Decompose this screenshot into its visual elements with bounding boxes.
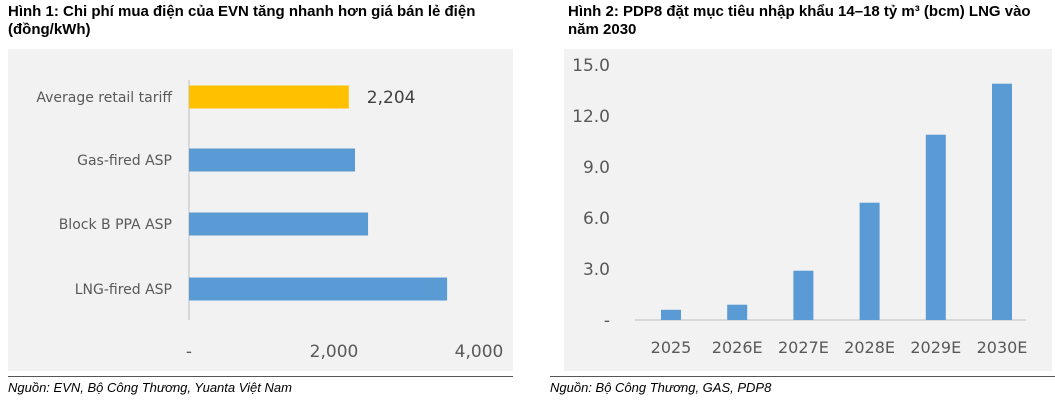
bar-2027e [793, 270, 814, 320]
y-tick-label-3: 9.0 [583, 158, 610, 178]
figure-1: Hình 1: Chi phí mua điện của EVN tăng nh… [0, 0, 522, 407]
x-tick-label-2: 4,000 [455, 342, 504, 362]
y-tick-label-5: 15.0 [572, 56, 610, 76]
x-tick-label-2025: 2025 [651, 338, 692, 357]
bar-2028e [859, 202, 880, 320]
y-tick-label-2: 6.0 [583, 209, 610, 229]
bar-2025 [661, 309, 681, 320]
figure-2-source-rule [550, 376, 1055, 377]
bar-2030e [992, 83, 1012, 320]
category-label-block-b-ppa-asp: Block B PPA ASP [59, 217, 172, 233]
figure-2: Hình 2: PDP8 đặt mục tiêu nhập khẩu 14–1… [550, 0, 1055, 407]
bar-gas-fired-asp [189, 148, 356, 172]
bar-lng-fired-asp [189, 277, 448, 301]
category-label-gas-fired-asp: Gas-fired ASP [77, 153, 172, 169]
data-label-average-retail-tariff: 2,204 [367, 88, 416, 108]
x-tick-label-2026e: 2026E [712, 338, 763, 357]
x-tick-label-2027e: 2027E [778, 338, 829, 357]
figure-1-source: Nguồn: EVN, Bộ Công Thương, Yuanta Việt … [8, 380, 292, 395]
x-tick-label-2028e: 2028E [844, 338, 895, 357]
category-label-average-retail-tariff: Average retail tariff [36, 90, 172, 106]
bar-average-retail-tariff [189, 85, 349, 109]
x-tick-label-2030e: 2030E [977, 338, 1028, 357]
figure-1-title: Hình 1: Chi phí mua điện của EVN tăng nh… [8, 3, 476, 38]
figure-1-source-rule [8, 376, 513, 377]
x-tick-label-0: - [186, 342, 192, 362]
bar-2026e [727, 304, 748, 320]
x-tick-label-2029e: 2029E [910, 338, 961, 357]
figure-2-title: Hình 2: PDP8 đặt mục tiêu nhập khẩu 14–1… [568, 3, 1031, 38]
figure-2-source: Nguồn: Bộ Công Thương, GAS, PDP8 [550, 380, 772, 395]
x-tick-label-1: 2,000 [310, 342, 359, 362]
chart-1: Average retail tariff 2,204 Gas-fired ASP B… [36, 80, 504, 362]
bar-2029e [925, 134, 946, 320]
category-label-lng-fired-asp: LNG-fired ASP [75, 282, 172, 298]
y-tick-label-4: 12.0 [572, 107, 610, 127]
chart-2: 2025 2026E 2027E 2028E 2029E 2030E - 3.0 6.0 9.0 1… [572, 56, 1028, 357]
y-tick-label-1: 3.0 [583, 260, 610, 280]
bar-block-b-ppa-asp [189, 212, 369, 236]
y-tick-label-0: - [604, 311, 610, 331]
